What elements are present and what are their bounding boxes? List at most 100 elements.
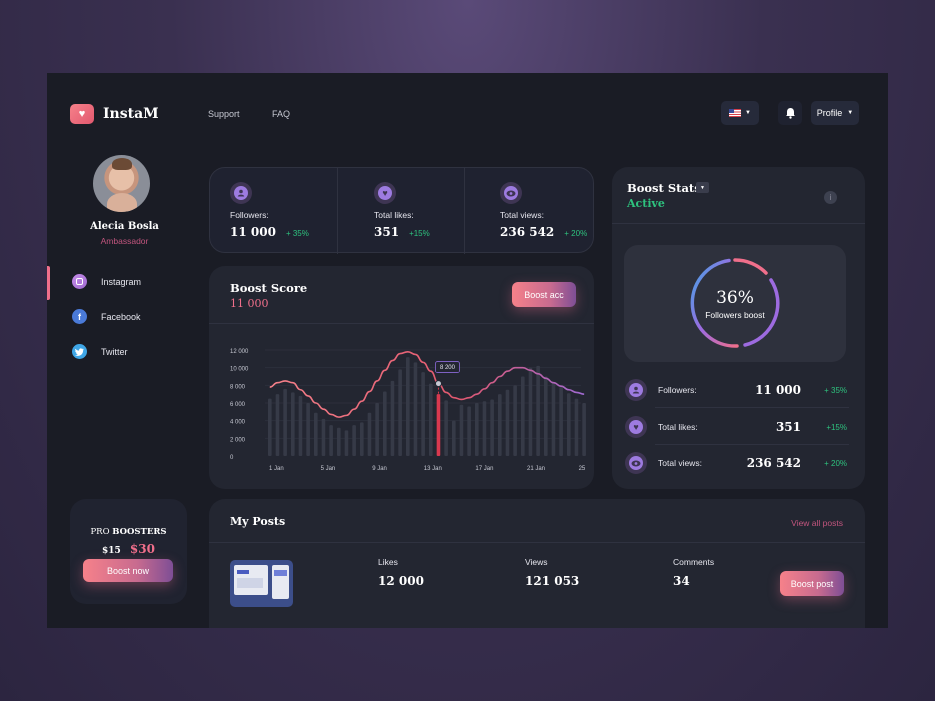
bar	[352, 425, 356, 456]
bar	[329, 425, 333, 456]
bar	[498, 394, 502, 456]
tooltip-label: 8 200	[440, 365, 456, 371]
nav-support[interactable]: Support	[208, 109, 240, 119]
bar	[306, 403, 310, 456]
sidebar-item-twitter[interactable]: Twitter	[72, 344, 128, 359]
stat-value: 236 542	[500, 225, 555, 239]
row-value: 351	[775, 420, 801, 434]
bar	[444, 400, 448, 456]
eye-icon	[625, 452, 647, 474]
bell-icon	[785, 108, 795, 119]
profile-menu[interactable]: Profile ▼	[811, 101, 859, 125]
column-value: 121 053	[525, 574, 580, 588]
row-value: 11 000	[755, 383, 801, 397]
chevron-down-icon: ▼	[745, 110, 751, 116]
followers-boost-panel: 36% Followers boost	[624, 245, 846, 362]
bar	[513, 385, 517, 456]
post-views: Views 121 053	[525, 557, 579, 588]
bar	[582, 403, 586, 456]
bar	[337, 427, 341, 456]
sidebar-item-facebook[interactable]: f Facebook	[72, 309, 141, 324]
heart-logo-icon: ♥	[70, 104, 94, 124]
bar	[298, 395, 303, 456]
post-thumbnail[interactable]	[230, 560, 293, 607]
boost-score-card: Boost Score 11 000 Boost acc 12 000 10 00…	[209, 266, 594, 489]
nav-faq[interactable]: FAQ	[272, 109, 291, 119]
bar	[490, 399, 494, 456]
logo[interactable]: ♥ InstaM	[70, 104, 159, 124]
dashboard-window: ♥ InstaM Support FAQ ▼ Profile ▼ Alecia …	[47, 73, 888, 628]
x-tick-label: 5 Jan	[321, 466, 336, 472]
post-likes: Likes 12 000	[378, 557, 424, 588]
eye-icon	[500, 182, 522, 204]
chevron-down-icon: ▼	[700, 184, 705, 191]
notification-button[interactable]	[778, 101, 802, 125]
series-line	[269, 350, 585, 418]
bar	[482, 401, 487, 456]
x-tick-label: 25	[579, 466, 586, 472]
user-name: Alecia Bosla	[90, 221, 159, 232]
boost-acc-button[interactable]: Boost acc	[512, 282, 576, 307]
boost-row-followers: Followers: 11 000 + 35%	[625, 377, 847, 403]
x-tick-label: 21 Jan	[527, 466, 545, 472]
bar	[521, 376, 525, 456]
stat-change: +15%	[409, 229, 430, 238]
bar	[528, 367, 533, 456]
bar	[398, 369, 402, 456]
post-comments: Comments 34	[673, 557, 714, 588]
boost-stats-dropdown[interactable]: ▼	[696, 182, 709, 193]
bar	[551, 382, 556, 456]
column-label: Likes	[378, 557, 398, 567]
followers-boost-ring	[690, 258, 780, 348]
sidebar-item-label: Twitter	[101, 346, 128, 357]
twitter-icon	[72, 344, 87, 359]
highlight-point	[434, 380, 442, 388]
stats-divider	[337, 168, 338, 254]
language-select[interactable]: ▼	[721, 101, 759, 125]
stat-likes: ♥ Total likes: 351 +15%	[374, 182, 430, 239]
us-flag-icon	[729, 109, 742, 117]
tooltip-box	[435, 361, 460, 373]
stat-label: Followers:	[230, 210, 269, 220]
row-change: + 35%	[824, 386, 847, 395]
old-price: $15	[102, 546, 121, 556]
sidebar-item-instagram[interactable]: Instagram	[72, 274, 141, 289]
column-label: Views	[525, 557, 548, 567]
avatar[interactable]	[93, 155, 150, 212]
stat-change: + 35%	[285, 229, 309, 238]
row-change: + 20%	[824, 459, 847, 468]
facebook-icon: f	[72, 309, 87, 324]
stat-followers: Followers: 11 000 + 35%	[230, 182, 309, 239]
bar	[344, 430, 349, 456]
stat-label: Total likes:	[374, 210, 414, 220]
x-tick-label: 13 Jan	[424, 466, 442, 472]
boost-score-chart: 12 000 10 000 8 000 6 000 4 000 2 000 0 8 200 1 …	[230, 349, 586, 472]
chevron-down-icon: ▼	[847, 110, 854, 116]
info-icon[interactable]: i	[824, 191, 837, 204]
row-value: 236 542	[746, 456, 801, 470]
x-tick-label: 9 Jan	[372, 466, 387, 472]
bar	[283, 388, 287, 456]
boost-row-likes: ♥ Total likes: 351 +15%	[625, 414, 847, 440]
bar	[406, 357, 410, 456]
x-tick-label: 1 Jan	[269, 466, 284, 472]
profile-label: Profile	[816, 108, 843, 118]
boost-percent-label: Followers boost	[705, 310, 765, 320]
bar	[567, 393, 571, 456]
bar	[544, 376, 548, 456]
boost-stats-title: Boost Stats	[627, 181, 701, 195]
sidebar-item-label: Instagram	[101, 276, 142, 287]
stats-card: Followers: 11 000 + 35% ♥ Total likes: 3…	[209, 167, 594, 254]
boost-percent: 36%	[716, 288, 754, 308]
boost-now-button[interactable]: Boost now	[83, 559, 173, 582]
user-icon	[230, 182, 252, 204]
row-change: +15%	[826, 423, 847, 432]
column-label: Comments	[673, 557, 715, 567]
column-value: 12 000	[378, 574, 424, 588]
view-all-posts-link[interactable]: View all posts	[791, 518, 843, 528]
sidebar-item-label: Facebook	[101, 311, 141, 322]
y-tick-label: 6 000	[230, 402, 246, 408]
row-label: Total likes:	[658, 422, 698, 432]
brand-name: InstaM	[103, 106, 159, 122]
boost-post-button[interactable]: Boost post	[780, 571, 844, 596]
